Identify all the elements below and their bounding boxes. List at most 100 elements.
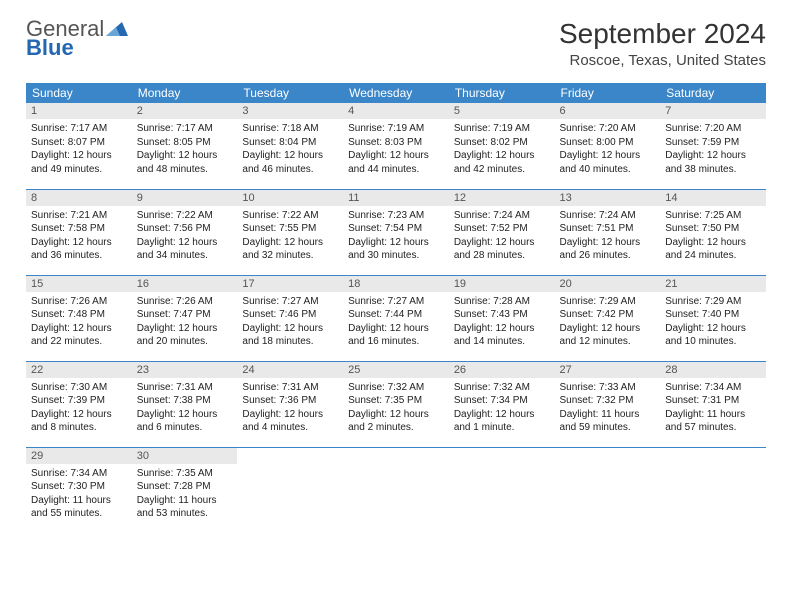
day-number: 7 [660,103,766,119]
calendar-cell: 25Sunrise: 7:32 AMSunset: 7:35 PMDayligh… [343,361,449,447]
day-content: Sunrise: 7:34 AMSunset: 7:31 PMDaylight:… [660,378,766,440]
day-number: 4 [343,103,449,119]
calendar-cell: 17Sunrise: 7:27 AMSunset: 7:46 PMDayligh… [237,275,343,361]
calendar-cell: 12Sunrise: 7:24 AMSunset: 7:52 PMDayligh… [449,189,555,275]
day-content: Sunrise: 7:17 AMSunset: 8:07 PMDaylight:… [26,119,132,181]
calendar-cell: 30Sunrise: 7:35 AMSunset: 7:28 PMDayligh… [132,447,238,533]
day-number: 21 [660,276,766,292]
day-content: Sunrise: 7:26 AMSunset: 7:47 PMDaylight:… [132,292,238,354]
month-title: September 2024 [559,18,766,50]
day-number: 24 [237,362,343,378]
day-number: 16 [132,276,238,292]
day-number: 12 [449,190,555,206]
day-content: Sunrise: 7:19 AMSunset: 8:03 PMDaylight:… [343,119,449,181]
calendar-cell: 23Sunrise: 7:31 AMSunset: 7:38 PMDayligh… [132,361,238,447]
calendar-cell: 13Sunrise: 7:24 AMSunset: 7:51 PMDayligh… [555,189,661,275]
weekday-header: Tuesday [237,83,343,103]
day-number: 19 [449,276,555,292]
day-content: Sunrise: 7:24 AMSunset: 7:51 PMDaylight:… [555,206,661,268]
calendar-row: 15Sunrise: 7:26 AMSunset: 7:48 PMDayligh… [26,275,766,361]
weekday-header-row: Sunday Monday Tuesday Wednesday Thursday… [26,83,766,103]
day-number: 11 [343,190,449,206]
calendar-row: 1Sunrise: 7:17 AMSunset: 8:07 PMDaylight… [26,103,766,189]
header: GeneralBlue September 2024 Roscoe, Texas… [26,18,766,69]
day-content: Sunrise: 7:29 AMSunset: 7:40 PMDaylight:… [660,292,766,354]
calendar-cell: 19Sunrise: 7:28 AMSunset: 7:43 PMDayligh… [449,275,555,361]
calendar-cell: 11Sunrise: 7:23 AMSunset: 7:54 PMDayligh… [343,189,449,275]
weekday-header: Saturday [660,83,766,103]
calendar-cell: 16Sunrise: 7:26 AMSunset: 7:47 PMDayligh… [132,275,238,361]
calendar-cell: 22Sunrise: 7:30 AMSunset: 7:39 PMDayligh… [26,361,132,447]
calendar-cell: 24Sunrise: 7:31 AMSunset: 7:36 PMDayligh… [237,361,343,447]
day-content: Sunrise: 7:25 AMSunset: 7:50 PMDaylight:… [660,206,766,268]
calendar-cell [660,447,766,533]
day-number: 25 [343,362,449,378]
day-content: Sunrise: 7:20 AMSunset: 8:00 PMDaylight:… [555,119,661,181]
day-number: 23 [132,362,238,378]
calendar-cell: 28Sunrise: 7:34 AMSunset: 7:31 PMDayligh… [660,361,766,447]
day-number: 27 [555,362,661,378]
title-block: September 2024 Roscoe, Texas, United Sta… [559,18,766,69]
day-content: Sunrise: 7:30 AMSunset: 7:39 PMDaylight:… [26,378,132,440]
weekday-header: Sunday [26,83,132,103]
day-content: Sunrise: 7:27 AMSunset: 7:46 PMDaylight:… [237,292,343,354]
day-content: Sunrise: 7:29 AMSunset: 7:42 PMDaylight:… [555,292,661,354]
day-content: Sunrise: 7:26 AMSunset: 7:48 PMDaylight:… [26,292,132,354]
calendar-row: 29Sunrise: 7:34 AMSunset: 7:30 PMDayligh… [26,447,766,533]
day-number: 6 [555,103,661,119]
day-number: 28 [660,362,766,378]
day-number: 17 [237,276,343,292]
day-content: Sunrise: 7:31 AMSunset: 7:38 PMDaylight:… [132,378,238,440]
logo: GeneralBlue [26,18,128,59]
weekday-header: Wednesday [343,83,449,103]
day-content: Sunrise: 7:17 AMSunset: 8:05 PMDaylight:… [132,119,238,181]
calendar-cell: 26Sunrise: 7:32 AMSunset: 7:34 PMDayligh… [449,361,555,447]
day-content: Sunrise: 7:21 AMSunset: 7:58 PMDaylight:… [26,206,132,268]
calendar-cell: 29Sunrise: 7:34 AMSunset: 7:30 PMDayligh… [26,447,132,533]
day-number: 3 [237,103,343,119]
weekday-header: Thursday [449,83,555,103]
logo-text-blue: Blue [26,37,128,59]
calendar-row: 8Sunrise: 7:21 AMSunset: 7:58 PMDaylight… [26,189,766,275]
day-content: Sunrise: 7:24 AMSunset: 7:52 PMDaylight:… [449,206,555,268]
calendar-cell: 27Sunrise: 7:33 AMSunset: 7:32 PMDayligh… [555,361,661,447]
day-content: Sunrise: 7:19 AMSunset: 8:02 PMDaylight:… [449,119,555,181]
calendar-cell: 21Sunrise: 7:29 AMSunset: 7:40 PMDayligh… [660,275,766,361]
location: Roscoe, Texas, United States [559,52,766,69]
day-number: 9 [132,190,238,206]
day-number: 5 [449,103,555,119]
day-content: Sunrise: 7:32 AMSunset: 7:34 PMDaylight:… [449,378,555,440]
day-content: Sunrise: 7:33 AMSunset: 7:32 PMDaylight:… [555,378,661,440]
day-content: Sunrise: 7:22 AMSunset: 7:56 PMDaylight:… [132,206,238,268]
calendar-cell: 6Sunrise: 7:20 AMSunset: 8:00 PMDaylight… [555,103,661,189]
day-number: 29 [26,448,132,464]
calendar-cell: 9Sunrise: 7:22 AMSunset: 7:56 PMDaylight… [132,189,238,275]
calendar-cell: 5Sunrise: 7:19 AMSunset: 8:02 PMDaylight… [449,103,555,189]
day-number: 13 [555,190,661,206]
day-content: Sunrise: 7:31 AMSunset: 7:36 PMDaylight:… [237,378,343,440]
day-content: Sunrise: 7:18 AMSunset: 8:04 PMDaylight:… [237,119,343,181]
calendar-cell [449,447,555,533]
day-content: Sunrise: 7:22 AMSunset: 7:55 PMDaylight:… [237,206,343,268]
day-content: Sunrise: 7:32 AMSunset: 7:35 PMDaylight:… [343,378,449,440]
day-content: Sunrise: 7:23 AMSunset: 7:54 PMDaylight:… [343,206,449,268]
day-number: 18 [343,276,449,292]
calendar-cell: 8Sunrise: 7:21 AMSunset: 7:58 PMDaylight… [26,189,132,275]
day-number: 20 [555,276,661,292]
day-content: Sunrise: 7:28 AMSunset: 7:43 PMDaylight:… [449,292,555,354]
day-number: 30 [132,448,238,464]
calendar-table: Sunday Monday Tuesday Wednesday Thursday… [26,83,766,533]
calendar-cell: 7Sunrise: 7:20 AMSunset: 7:59 PMDaylight… [660,103,766,189]
calendar-cell [555,447,661,533]
calendar-cell: 15Sunrise: 7:26 AMSunset: 7:48 PMDayligh… [26,275,132,361]
calendar-cell [237,447,343,533]
calendar-cell: 1Sunrise: 7:17 AMSunset: 8:07 PMDaylight… [26,103,132,189]
weekday-header: Friday [555,83,661,103]
calendar-row: 22Sunrise: 7:30 AMSunset: 7:39 PMDayligh… [26,361,766,447]
calendar-cell: 18Sunrise: 7:27 AMSunset: 7:44 PMDayligh… [343,275,449,361]
day-content: Sunrise: 7:35 AMSunset: 7:28 PMDaylight:… [132,464,238,526]
day-content: Sunrise: 7:27 AMSunset: 7:44 PMDaylight:… [343,292,449,354]
day-number: 14 [660,190,766,206]
day-number: 10 [237,190,343,206]
calendar-cell: 2Sunrise: 7:17 AMSunset: 8:05 PMDaylight… [132,103,238,189]
